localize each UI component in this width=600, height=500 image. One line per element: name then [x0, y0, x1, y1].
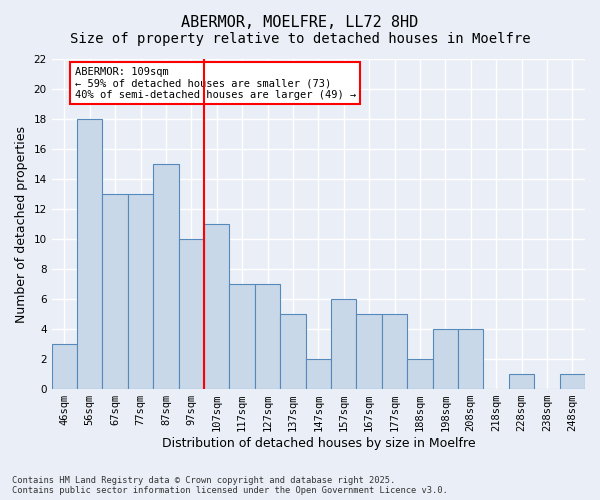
- Text: Contains HM Land Registry data © Crown copyright and database right 2025.
Contai: Contains HM Land Registry data © Crown c…: [12, 476, 448, 495]
- Bar: [382, 314, 407, 389]
- X-axis label: Distribution of detached houses by size in Moelfre: Distribution of detached houses by size …: [161, 437, 475, 450]
- Bar: [229, 284, 255, 389]
- Bar: [128, 194, 153, 389]
- Bar: [356, 314, 382, 389]
- Bar: [179, 239, 204, 389]
- Bar: [204, 224, 229, 389]
- Bar: [280, 314, 305, 389]
- Bar: [103, 194, 128, 389]
- Bar: [52, 344, 77, 389]
- Bar: [77, 119, 103, 389]
- Bar: [509, 374, 534, 389]
- Bar: [433, 329, 458, 389]
- Bar: [331, 299, 356, 389]
- Bar: [153, 164, 179, 389]
- Bar: [255, 284, 280, 389]
- Y-axis label: Number of detached properties: Number of detached properties: [15, 126, 28, 322]
- Text: Size of property relative to detached houses in Moelfre: Size of property relative to detached ho…: [70, 32, 530, 46]
- Bar: [305, 359, 331, 389]
- Text: ABERMOR, MOELFRE, LL72 8HD: ABERMOR, MOELFRE, LL72 8HD: [181, 15, 419, 30]
- Bar: [560, 374, 585, 389]
- Text: ABERMOR: 109sqm
← 59% of detached houses are smaller (73)
40% of semi-detached h: ABERMOR: 109sqm ← 59% of detached houses…: [74, 66, 356, 100]
- Bar: [458, 329, 484, 389]
- Bar: [407, 359, 433, 389]
